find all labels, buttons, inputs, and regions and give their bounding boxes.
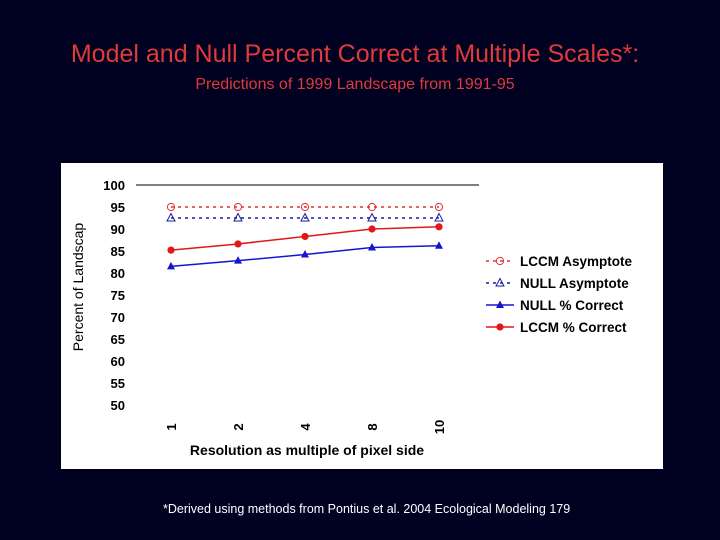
data-point-lccm-correct [368, 225, 376, 233]
data-point-null-asymptote [367, 212, 377, 222]
data-point-lccm-correct [234, 240, 242, 248]
data-point-lccm-correct [301, 232, 309, 241]
y-tick-label: 95 [111, 200, 125, 215]
y-tick-label: 85 [111, 244, 125, 259]
data-point-lccm-asymptote [233, 202, 243, 212]
legend-marker-null-correct [496, 300, 504, 308]
data-point-lccm-correct [167, 246, 175, 254]
legend-marker-lccm-correct [496, 323, 504, 331]
data-point-lccm-correct [435, 223, 443, 231]
y-tick-label: 100 [103, 178, 125, 193]
y-tick-label: 90 [111, 222, 125, 237]
y-tick-label: 50 [111, 398, 125, 413]
x-tick-label: 4 [298, 423, 313, 431]
legend-label-lccm-correct: LCCM % Correct [520, 320, 627, 335]
slide-subtitle: Predictions of 1999 Landscape from 1991-… [195, 76, 515, 93]
line-chart: 100 95 90 85 80 75 70 65 60 55 50 Percent of Landsc… [70, 178, 632, 458]
data-point-null-asymptote [434, 212, 444, 222]
y-tick-label: 60 [111, 354, 125, 369]
data-point-null-correct [167, 261, 175, 270]
data-point-null-asymptote [233, 212, 243, 222]
x-tick-label: 2 [231, 423, 246, 430]
legend-marker-lccm-asymptote [495, 256, 505, 266]
x-tick-label: 8 [365, 423, 380, 430]
y-tick-label: 55 [111, 376, 125, 391]
y-tick-label: 70 [111, 310, 125, 325]
chart-panel: 100 95 90 85 80 75 70 65 60 55 50 Percent of Landsc… [61, 163, 663, 469]
legend-label-null-correct: NULL % Correct [520, 298, 624, 313]
data-point-lccm-asymptote [434, 202, 444, 212]
data-point-lccm-asymptote [166, 202, 176, 212]
footnote: *Derived using methods from Pontius et a… [163, 502, 571, 516]
slide-title: Model and Null Percent Correct at Multip… [70, 40, 640, 68]
y-tick-label: 80 [111, 266, 125, 281]
data-point-null-correct [301, 250, 309, 258]
data-point-lccm-asymptote [300, 202, 310, 212]
data-point-null-asymptote [300, 212, 310, 222]
data-point-null-correct [435, 241, 443, 249]
data-point-null-asymptote [166, 212, 176, 222]
data-point-lccm-asymptote [367, 202, 377, 212]
legend-label-lccm-asymptote: LCCM Asymptote [520, 254, 632, 269]
x-tick-label: 10 [432, 420, 447, 434]
y-tick-label: 75 [111, 288, 125, 303]
x-tick-label: 1 [164, 423, 179, 430]
data-point-null-correct [368, 242, 376, 251]
legend-marker-null-asymptote [495, 277, 505, 287]
x-axis-label: Resolution as multiple of pixel side [190, 442, 424, 458]
legend-label-null-asymptote: NULL Asymptote [520, 276, 629, 291]
data-point-null-correct [234, 256, 242, 264]
y-tick-label: 65 [111, 332, 125, 347]
y-axis-label: Percent of Landscap [70, 223, 86, 352]
